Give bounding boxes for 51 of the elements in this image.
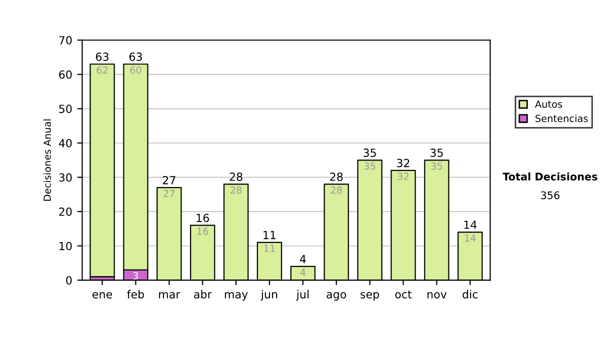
- total-label: 35: [430, 148, 443, 157]
- x-tick-label: sep: [360, 292, 380, 301]
- data-label: 35: [431, 162, 442, 170]
- data-label: 3: [133, 272, 138, 280]
- x-tick-label: may: [224, 292, 248, 301]
- x-tick-label: jun: [260, 290, 278, 301]
- x-tick-label: nov: [427, 292, 447, 298]
- total-label: 4: [300, 255, 306, 264]
- x-tick-label: abr: [194, 290, 212, 298]
- bar: [90, 64, 115, 278]
- x-tick-label: oct: [395, 290, 412, 298]
- y-tick-label: 10: [60, 242, 72, 250]
- x-tick-label: ago: [326, 292, 346, 301]
- x-tick-label: mar: [159, 292, 180, 298]
- total-label: 35: [364, 148, 376, 157]
- data-label: 16: [197, 228, 208, 235]
- y-axis-title: Decisiones Anual: [43, 119, 51, 201]
- x-tick-label: ene: [92, 292, 112, 298]
- data-label: 32: [398, 172, 408, 180]
- legend-label: Autos: [534, 100, 562, 108]
- data-label: 14: [465, 234, 476, 242]
- y-tick-label: 60: [59, 70, 72, 79]
- data-label: 27: [164, 190, 175, 198]
- total-label: 27: [162, 176, 176, 184]
- total-label: 63: [96, 52, 108, 61]
- data-label: 28: [230, 186, 242, 194]
- y-tick-label: 70: [59, 36, 72, 44]
- data-label: 62: [96, 66, 108, 74]
- total-label: 14: [464, 220, 477, 229]
- total-label: 16: [196, 214, 209, 222]
- total-label: 11: [264, 231, 276, 240]
- total-label: 32: [397, 158, 410, 168]
- x-tick-label: jul: [296, 290, 308, 301]
- legend-label: Sentencias: [536, 114, 588, 122]
- y-tick-label: 20: [59, 208, 72, 216]
- x-tick-label: dic: [462, 290, 478, 298]
- text: Total Decisiones: [502, 172, 598, 180]
- data-label: 4: [300, 268, 306, 276]
- data-label: 11: [264, 244, 275, 252]
- data-label: 60: [130, 66, 142, 74]
- y-tick-label: 30: [59, 173, 72, 182]
- text: 356: [541, 191, 560, 200]
- total-label: 63: [129, 52, 142, 61]
- x-tick-label: feb: [127, 290, 144, 298]
- y-tick-label: 0: [66, 276, 72, 285]
- total-label: 28: [330, 172, 343, 181]
- y-tick-label: 50: [59, 104, 72, 114]
- data-label: 28: [330, 186, 342, 194]
- y-tick-label: 40: [58, 138, 72, 148]
- total-label: 28: [230, 172, 242, 181]
- data-label: 35: [364, 162, 376, 170]
